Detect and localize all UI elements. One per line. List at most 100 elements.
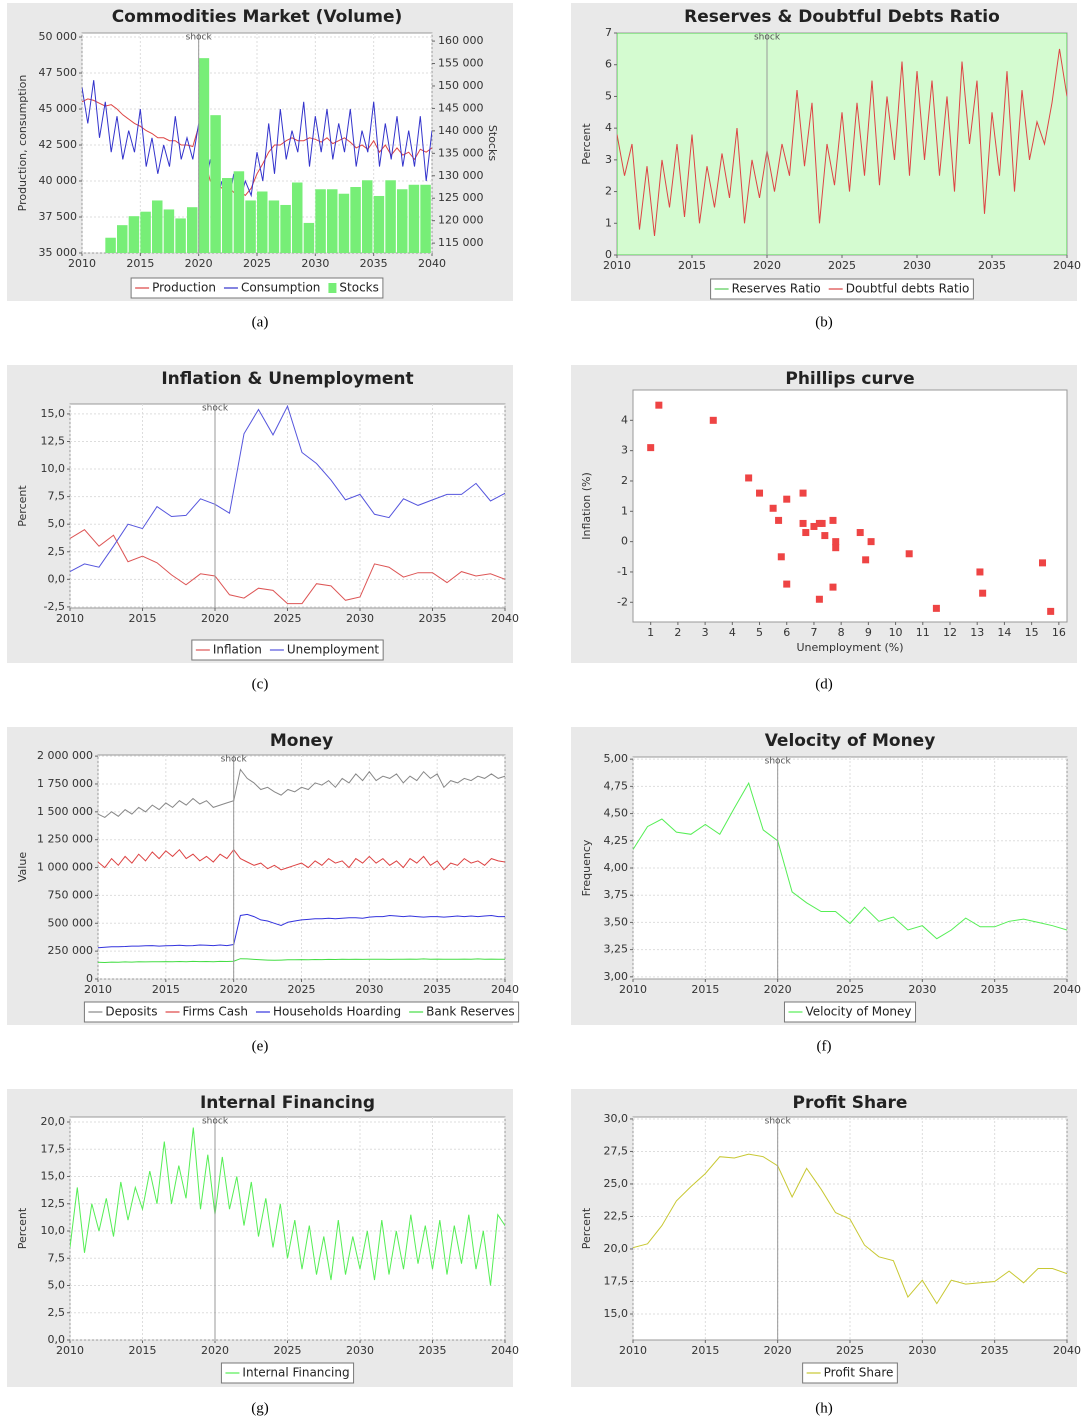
y-axis-label: Percent [16,485,29,527]
x-tick-label: 2035 [419,1344,447,1357]
y-tick-label: 4,25 [604,834,629,847]
point [775,516,783,524]
caption: (h) [815,1400,833,1416]
legend-box [783,1001,917,1023]
caption: (a) [252,314,269,330]
x-tick-label: 2025 [836,1344,864,1357]
point [829,583,837,591]
bar [140,211,151,253]
plot-content [633,781,1067,940]
y-tick-label: 1 250 000 [37,833,93,846]
bar [362,180,373,253]
y-axis-label: Frequency [580,839,593,896]
legend-box [220,1362,355,1384]
x-tick-label: 2030 [908,983,936,996]
x-tick-label: 2010 [84,983,112,996]
x-tick-label: 2025 [288,983,316,996]
x-tick-label: 15 [1025,626,1039,639]
x-tick-label: 2015 [691,983,719,996]
y-tick-label: 1 [621,504,628,517]
x-tick-label: 2020 [201,1344,229,1357]
bar [257,191,268,253]
point [821,532,829,540]
x-tick-label: 2030 [355,983,383,996]
bar [268,200,280,253]
y-tick-label: 2 000 000 [37,749,93,762]
x-tick-label: 2015 [152,983,180,996]
y2-tick-label: 135 000 [438,146,484,159]
legend: Production Consumption Stocks [130,277,384,299]
x-tick-label: 2035 [419,612,447,625]
point [932,604,940,612]
plot-content [633,1153,1067,1305]
x-tick-label: 2035 [423,983,451,996]
bar [327,189,338,253]
line [70,1127,505,1286]
legend-label: Stocks [339,281,378,295]
y-tick-label: -1 [617,565,628,578]
x-tick-label: 4 [729,626,736,639]
x-tick-label: 11 [916,626,930,639]
y-tick-label: 50 000 [39,30,78,43]
point [799,489,807,497]
x-tick-label: 2030 [301,257,329,270]
y-tick-label: 5,0 [48,517,66,530]
bar [105,237,116,253]
x-tick-label: 2040 [491,983,519,996]
y-tick-label: 0 [605,248,612,261]
y-tick-label: -2 [617,595,628,608]
y-tick-label: 4,75 [604,779,629,792]
legend-label: Deposits [105,1005,157,1019]
y2-tick-label: 145 000 [438,101,484,114]
x-tick-label: 2040 [491,1344,519,1357]
y2-tick-label: 130 000 [438,169,484,182]
bar [175,218,186,253]
y-tick-label: 4,00 [604,861,629,874]
legend-label: Firms Cash [183,1005,248,1019]
y-tick-label: 2 [605,185,612,198]
x-tick-label: 2015 [129,612,157,625]
x-tick-label: 14 [997,626,1011,639]
y-tick-label: 20,0 [604,1242,629,1255]
y-tick-label: 1 750 000 [37,777,93,790]
y-tick-label: 250 000 [48,944,94,957]
x-tick-label: 2030 [346,612,374,625]
chart-title: Phillips curve [785,369,914,389]
line [70,529,505,605]
x-tick-label: 13 [970,626,984,639]
x-tick-label: 2030 [908,1344,936,1357]
bar [198,58,210,253]
y-tick-label: 17,5 [604,1274,629,1287]
y2-tick-label: 125 000 [438,191,484,204]
legend-label: Consumption [241,281,320,295]
x-tick-label: 1 [647,626,654,639]
point [832,538,840,546]
y-axis-label: Percent [580,1207,593,1249]
bar [152,200,163,253]
point [818,519,826,527]
point [777,553,785,561]
x-tick-label: 2025 [274,612,302,625]
chart-title: Money [270,731,333,751]
y-tick-label: 42 500 [39,138,78,151]
bar [292,182,303,253]
plot-content [70,404,505,605]
x-tick-label: 2025 [274,1344,302,1357]
line [617,48,1067,237]
y-tick-label: 35 000 [39,246,78,259]
y2-tick-label: 115 000 [438,236,484,249]
y-tick-label: 40 000 [39,174,78,187]
bar [350,187,361,253]
y-tick-label: 0 [621,535,628,548]
bar [233,171,245,253]
y-tick-label: 37 500 [39,210,78,223]
y-tick-label: 2,5 [48,1306,66,1319]
y-tick-label: 12,5 [41,1197,66,1210]
bar [245,200,256,253]
y-tick-label: 7,5 [48,1251,66,1264]
point [810,522,818,530]
point [1039,559,1047,567]
y-tick-label: 5 [605,89,612,102]
x-tick-label: 10 [889,626,903,639]
x-tick-label: 2020 [764,1344,792,1357]
